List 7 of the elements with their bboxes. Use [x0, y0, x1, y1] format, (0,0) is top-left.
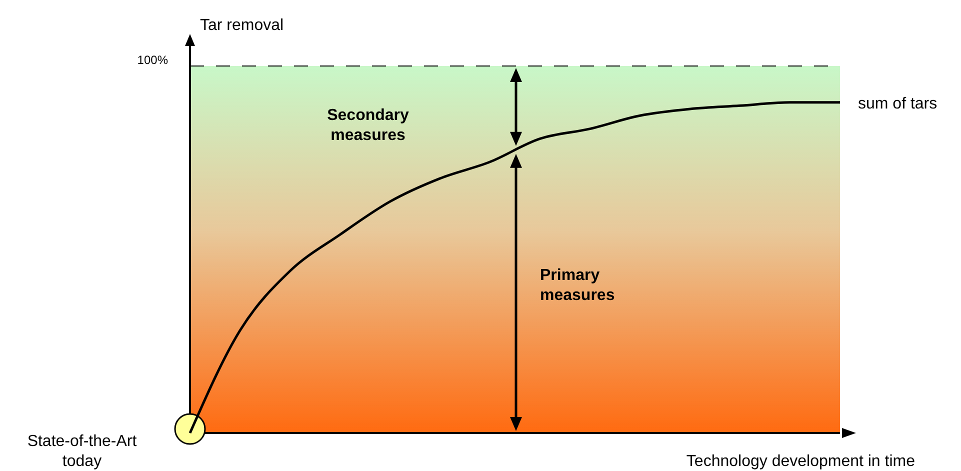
text: State-of-the-Art today — [27, 433, 138, 470]
annotation: Secondary measures — [327, 107, 410, 144]
series-label: sum of tars — [858, 95, 938, 112]
annotation: Primary measures — [540, 267, 615, 304]
text: 100% — [137, 53, 168, 67]
x-axis-title: Technology development in time — [686, 453, 916, 470]
y-axis-title: Tar removal — [200, 17, 284, 34]
